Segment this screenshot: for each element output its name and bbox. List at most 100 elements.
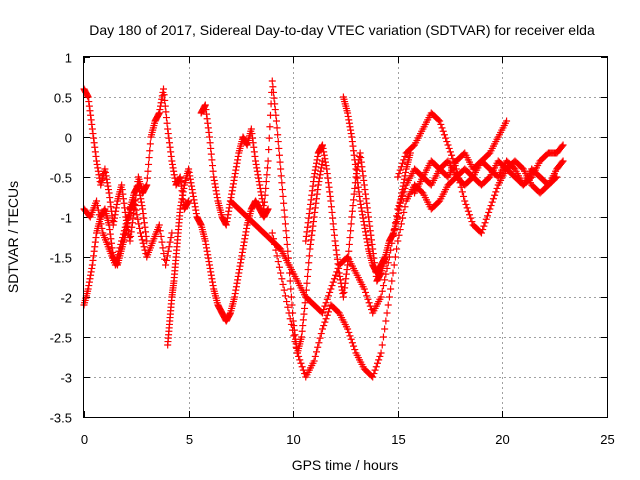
y-tick-label: -2.5 — [50, 331, 72, 346]
data-point — [281, 292, 289, 300]
data-point — [489, 195, 497, 203]
data-point — [143, 181, 151, 189]
data-point — [345, 247, 353, 255]
data-point — [265, 146, 273, 154]
data-point — [304, 272, 312, 280]
data-point — [280, 199, 288, 207]
data-point — [462, 200, 470, 208]
data-point — [327, 285, 335, 293]
data-point — [400, 208, 408, 216]
data-point — [460, 192, 468, 200]
data-point — [314, 343, 322, 351]
data-point — [299, 366, 307, 374]
y-tick-label: -1.5 — [50, 251, 72, 266]
x-tick-label: 20 — [495, 432, 509, 447]
data-point — [283, 240, 291, 248]
data-point — [445, 144, 453, 152]
data-point — [370, 370, 378, 378]
data-point — [324, 308, 332, 316]
data-point — [136, 224, 144, 232]
data-point — [479, 226, 487, 234]
data-point — [139, 239, 147, 247]
data-point — [287, 293, 295, 301]
data-point — [483, 212, 491, 220]
data-point — [297, 359, 305, 367]
data-point — [438, 124, 446, 132]
data-point — [282, 227, 290, 235]
data-point — [136, 229, 144, 237]
data-point — [137, 232, 145, 240]
data-point — [303, 279, 311, 287]
data-point — [268, 229, 276, 237]
data-point — [146, 147, 154, 155]
data-point — [166, 238, 174, 246]
data-point — [559, 157, 567, 165]
data-point — [449, 155, 457, 163]
data-point — [140, 243, 148, 251]
data-point — [274, 258, 282, 266]
data-point — [377, 293, 385, 301]
data-point — [388, 277, 396, 285]
data-point — [480, 222, 488, 230]
data-point — [324, 292, 332, 300]
data-point — [399, 214, 407, 222]
data-point — [360, 285, 368, 293]
data-point — [260, 205, 268, 213]
data-point — [263, 171, 271, 179]
data-point — [115, 247, 123, 255]
data-point — [347, 227, 355, 235]
data-point — [116, 244, 124, 252]
data-point — [385, 293, 393, 301]
data-point — [119, 230, 127, 238]
data-point — [492, 188, 500, 196]
data-point — [394, 173, 402, 181]
x-tick-label: 0 — [81, 432, 88, 447]
data-point — [439, 127, 447, 135]
data-point — [328, 282, 336, 290]
x-tick-label: 5 — [186, 432, 193, 447]
data-point — [318, 309, 326, 317]
data-point — [384, 259, 392, 267]
data-point — [493, 184, 501, 192]
data-point — [363, 292, 371, 300]
data-point — [377, 349, 385, 357]
data-point — [281, 220, 289, 228]
data-point — [118, 237, 126, 245]
data-point — [485, 208, 493, 216]
data-point — [277, 172, 285, 180]
data-point — [292, 343, 300, 351]
data-point — [94, 206, 102, 214]
data-point — [446, 148, 454, 156]
data-point — [382, 317, 390, 325]
y-tick-label: 0 — [65, 131, 72, 146]
data-point — [347, 220, 355, 228]
data-point — [481, 219, 489, 227]
data-point — [461, 197, 469, 205]
data-point — [130, 197, 138, 205]
data-point — [291, 338, 299, 346]
data-point — [274, 138, 282, 146]
data-point — [375, 356, 383, 364]
data-point — [323, 311, 331, 319]
data-point — [466, 211, 474, 219]
data-point — [384, 301, 392, 309]
data-point — [266, 123, 274, 131]
data-point — [463, 204, 471, 212]
data-point — [322, 299, 330, 307]
data-point — [157, 232, 165, 240]
data-point — [503, 117, 511, 125]
series-satellite-track-6 — [226, 117, 511, 317]
data-point — [372, 363, 380, 371]
data-point — [163, 252, 171, 260]
data-point — [273, 252, 281, 260]
data-point — [145, 154, 153, 162]
data-point — [134, 215, 142, 223]
data-point — [317, 330, 325, 338]
data-point — [276, 158, 284, 166]
data-point — [272, 117, 280, 125]
data-point — [278, 179, 286, 187]
data-point — [295, 352, 303, 360]
data-point — [305, 252, 313, 260]
data-point — [93, 202, 101, 210]
